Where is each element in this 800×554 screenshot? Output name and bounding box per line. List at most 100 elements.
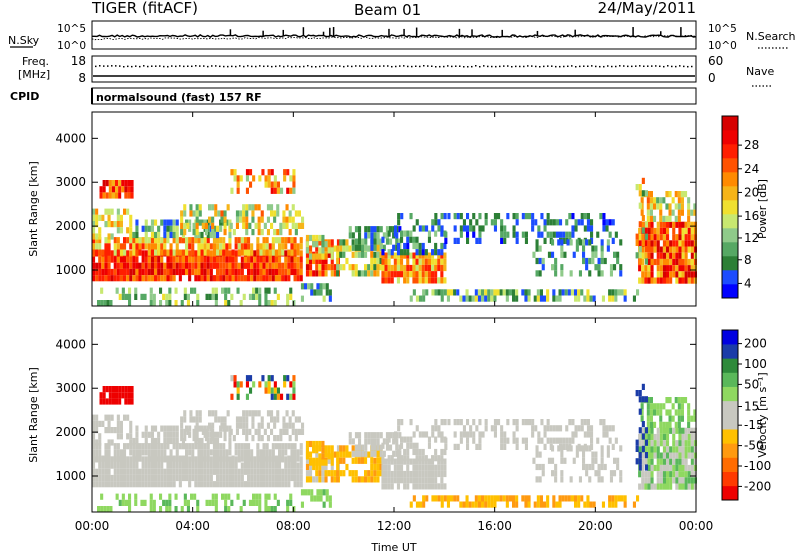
heatmap-cell — [289, 393, 293, 400]
heatmap-cell — [398, 226, 402, 233]
heatmap-cell — [113, 268, 117, 276]
heatmap-cell — [358, 232, 362, 239]
heatmap-cell — [554, 264, 558, 271]
heatmap-cell — [367, 438, 371, 445]
heatmap-cell — [687, 446, 691, 453]
heatmap-cell — [301, 428, 305, 435]
heatmap-cell — [659, 409, 663, 416]
heatmap-cell — [649, 197, 653, 204]
heatmap-cell — [172, 262, 176, 269]
heatmap-cell — [144, 431, 148, 438]
heatmap-cell — [638, 483, 642, 490]
heatmap-cell — [364, 457, 368, 464]
heatmap-cell — [267, 175, 271, 182]
heatmap-cell — [197, 231, 201, 239]
heatmap-cell — [123, 249, 127, 256]
heatmap-cell — [253, 456, 257, 463]
heatmap-cell — [251, 422, 255, 429]
heatmap-cell — [336, 451, 340, 458]
heatmap-cell — [358, 226, 362, 233]
heatmap-cell — [693, 265, 697, 272]
heatmap-cell — [132, 262, 136, 269]
heatmap-cell — [220, 210, 224, 217]
heatmap-cell — [674, 421, 678, 428]
heatmap-cell — [367, 264, 371, 271]
heatmap-cell — [157, 437, 161, 445]
heatmap-cell — [396, 483, 400, 490]
heatmap-cell — [216, 431, 220, 438]
heatmap-cell — [234, 250, 238, 257]
heatmap-cell — [225, 462, 229, 469]
heatmap-cell — [212, 256, 216, 263]
heatmap-cell — [160, 249, 164, 256]
heatmap-cell — [129, 262, 133, 269]
heatmap-cell — [415, 249, 419, 256]
heatmap-cell — [239, 210, 243, 217]
heatmap-cell — [490, 495, 494, 502]
heatmap-cell — [649, 397, 653, 404]
heatmap-cell — [157, 449, 161, 456]
heatmap-cell — [226, 204, 230, 211]
heatmap-cell — [440, 477, 444, 484]
heatmap-cell — [370, 444, 374, 451]
heatmap-cell — [191, 468, 195, 475]
heatmap-cell — [351, 232, 355, 239]
heatmap-cell — [247, 268, 251, 276]
heatmap-cell — [406, 477, 410, 484]
heatmap-cell — [681, 483, 685, 490]
heatmap-cell — [690, 452, 694, 459]
heatmap-cell — [555, 425, 559, 432]
heatmap-cell — [415, 464, 419, 471]
heatmap-cell — [582, 463, 586, 471]
heatmap-cell — [370, 432, 374, 439]
heatmap-cell — [351, 251, 355, 258]
heatmap-cell — [656, 464, 660, 472]
heatmap-cell — [415, 442, 419, 449]
heatmap-cell — [412, 431, 416, 438]
heatmap-cell — [119, 462, 123, 469]
heatmap-cell — [147, 431, 151, 438]
heatmap-cell — [216, 275, 220, 282]
heatmap-cell — [280, 393, 284, 400]
heatmap-cell — [440, 264, 444, 272]
heatmap-cell — [254, 222, 258, 229]
heatmap-cell — [515, 219, 519, 226]
heatmap-cell — [150, 249, 154, 256]
heatmap-cell — [641, 383, 645, 390]
heatmap-cell — [144, 474, 148, 482]
heatmap-cell — [256, 243, 260, 250]
nave-point — [287, 65, 289, 67]
heatmap-cell — [97, 506, 101, 513]
colorbar-segment — [722, 330, 738, 345]
heatmap-cell — [163, 231, 167, 239]
heatmap-cell — [178, 455, 182, 462]
heatmap-cell — [206, 237, 210, 244]
heatmap-cell — [175, 425, 179, 432]
heatmap-cell — [440, 455, 444, 462]
heatmap-cell — [224, 506, 228, 513]
heatmap-cell — [668, 409, 672, 416]
heatmap-cell — [273, 175, 277, 182]
heatmap-cell — [345, 245, 349, 252]
heatmap-cell — [225, 219, 229, 226]
heatmap-cell — [412, 458, 416, 465]
heatmap-cell — [154, 443, 158, 450]
nave-point — [419, 65, 421, 68]
heatmap-cell — [135, 249, 139, 256]
heatmap-cell — [392, 226, 396, 233]
frequency-tick-bottom: 8 — [78, 71, 86, 85]
heatmap-cell — [266, 435, 270, 442]
heatmap-cell — [104, 481, 108, 488]
heatmap-cell — [144, 219, 148, 226]
heatmap-cell — [321, 476, 325, 483]
heatmap-cell — [267, 387, 271, 394]
heatmap-cell — [293, 449, 297, 456]
heatmap-cell — [424, 483, 428, 490]
heatmap-cell — [678, 221, 682, 228]
heatmap-cell — [299, 256, 303, 263]
nave-point — [435, 65, 437, 68]
heatmap-cell — [687, 215, 691, 222]
heatmap-cell — [147, 455, 151, 462]
nave-point — [439, 65, 441, 68]
